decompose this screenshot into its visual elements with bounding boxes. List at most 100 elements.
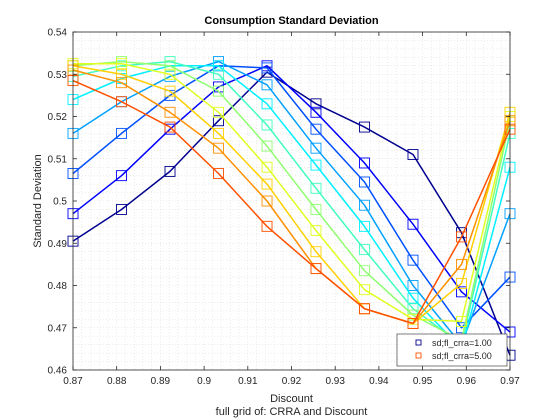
data-point-marker	[407, 254, 419, 266]
data-point-marker	[116, 203, 127, 215]
data-point-marker	[407, 318, 419, 329]
data-point-marker	[164, 60, 176, 72]
series-line	[72, 69, 511, 325]
data-point-marker	[261, 98, 273, 110]
chart-title: Consumption Standard Deviation	[204, 15, 378, 27]
data-point-marker	[164, 106, 176, 118]
data-point-marker	[116, 77, 127, 89]
x-tick-label: 0.93	[325, 376, 345, 387]
data-point-marker	[261, 79, 273, 91]
x-tick-label: 0.87	[63, 376, 83, 387]
data-point-marker	[261, 178, 273, 190]
data-point-marker	[213, 60, 224, 72]
legend: sd;fl_crra=1.00 sd;fl_crra=5.00	[396, 333, 508, 367]
y-axis-ticks: 0.46 0.47 0.48 0.49 0.5 0.51 0.52 0.53 0.54	[48, 28, 510, 377]
data-point-marker	[213, 106, 224, 118]
y-tick-label: 0.46	[48, 366, 68, 377]
legend-label-crra-5: sd;fl_crra=5.00	[432, 351, 492, 361]
data-point-marker	[456, 315, 467, 327]
data-point-marker	[310, 142, 322, 154]
data-point-marker	[261, 62, 273, 74]
y-tick-label: 0.48	[48, 281, 68, 292]
legend-label-crra-1: sd;fl_crra=1.00	[432, 338, 492, 348]
y-tick-label: 0.47	[48, 323, 68, 334]
data-point-marker	[359, 199, 370, 211]
data-point-marker	[310, 98, 322, 110]
data-point-marker	[407, 292, 419, 304]
figure-footer: full grid of: CRRA and Discount	[216, 406, 368, 418]
data-point-marker	[456, 277, 467, 289]
data-point-marker	[359, 244, 370, 256]
x-tick-label: 0.91	[238, 376, 258, 387]
data-point-marker	[359, 220, 370, 232]
x-tick-label: 0.95	[413, 376, 433, 387]
series-7	[67, 56, 516, 346]
data-point-marker	[359, 157, 370, 169]
data-point-marker	[310, 123, 322, 135]
series-line	[72, 71, 511, 356]
data-point-marker	[359, 121, 370, 133]
data-point-marker	[456, 286, 467, 298]
series-line	[72, 65, 511, 325]
legend-box	[396, 333, 508, 367]
series-line	[72, 65, 511, 333]
data-point-marker	[310, 225, 322, 237]
y-tick-label: 0.49	[48, 239, 68, 250]
x-axis-label: Discount	[270, 393, 313, 405]
data-point-marker	[359, 176, 370, 188]
data-point-marker	[261, 119, 273, 131]
data-point-marker	[261, 140, 273, 152]
data-point-marker	[310, 159, 322, 171]
series-layer	[67, 56, 516, 361]
series-line	[72, 65, 511, 350]
data-point-marker	[359, 303, 370, 315]
series-line	[72, 60, 511, 346]
data-point-marker	[407, 218, 419, 230]
data-point-marker	[407, 149, 419, 160]
data-point-marker	[456, 231, 467, 243]
data-point-marker	[310, 263, 322, 275]
data-point-marker	[213, 85, 224, 97]
y-tick-label: 0.53	[48, 70, 68, 81]
y-axis-label: Standard Deviation	[32, 154, 44, 248]
series-line	[72, 79, 511, 325]
x-tick-label: 0.9	[197, 376, 211, 387]
legend-marker-crra-1	[415, 339, 422, 346]
x-tick-label: 0.89	[151, 376, 171, 387]
x-axis-ticks: 0.87 0.88 0.89 0.9 0.91 0.92 0.93 0.94 0.95 0.96 0…	[63, 32, 520, 387]
data-point-marker	[213, 142, 224, 154]
data-point-marker	[359, 284, 370, 296]
data-point-marker	[261, 195, 273, 207]
x-tick-label: 0.92	[282, 376, 302, 387]
data-point-marker	[261, 161, 273, 173]
data-point-marker	[213, 127, 224, 139]
y-tick-label: 0.51	[48, 154, 68, 165]
data-point-marker	[213, 115, 224, 127]
data-point-marker	[116, 127, 127, 139]
data-point-marker	[164, 121, 176, 133]
data-point-marker	[310, 246, 322, 258]
data-point-marker	[407, 303, 419, 315]
data-point-marker	[310, 203, 322, 215]
data-point-marker	[116, 96, 127, 108]
data-point-marker	[213, 68, 224, 80]
data-point-marker	[310, 106, 322, 118]
legend-marker-crra-5	[415, 352, 422, 359]
x-tick-label: 0.94	[369, 376, 389, 387]
data-point-marker	[164, 68, 176, 80]
y-tick-label: 0.52	[48, 112, 68, 123]
x-tick-label: 0.88	[107, 376, 127, 387]
data-point-marker	[261, 220, 273, 232]
data-point-marker	[116, 68, 127, 80]
series-line	[72, 60, 511, 342]
data-point-marker	[164, 165, 176, 177]
data-point-marker	[164, 85, 176, 97]
data-point-marker	[310, 182, 322, 194]
data-point-marker	[116, 58, 127, 70]
data-point-marker	[407, 280, 419, 291]
data-point-marker	[456, 258, 467, 270]
x-tick-label: 0.97	[500, 376, 520, 387]
data-point-marker	[116, 170, 127, 182]
data-point-marker	[213, 168, 224, 179]
